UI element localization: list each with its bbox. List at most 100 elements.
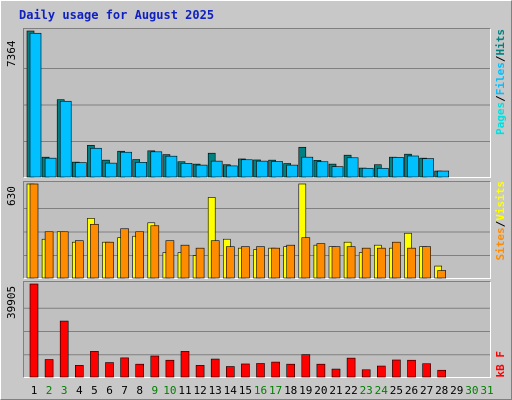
files-bar bbox=[59, 100, 72, 178]
kbytes-bar bbox=[316, 363, 326, 378]
sites-bar bbox=[44, 231, 54, 279]
chart-title: Daily usage for August 2025 bbox=[19, 8, 215, 22]
files-bar bbox=[331, 166, 344, 178]
files-bar bbox=[120, 151, 132, 178]
files-bar bbox=[256, 160, 268, 178]
day-label: 17 bbox=[269, 384, 282, 397]
day-label: 30 bbox=[465, 384, 478, 397]
kbytes-bar bbox=[120, 357, 129, 378]
kbytes-bar bbox=[165, 359, 175, 378]
day-label: 20 bbox=[314, 384, 327, 397]
kbytes-bar bbox=[29, 283, 39, 378]
day-label: 14 bbox=[224, 384, 238, 397]
day-label: 28 bbox=[435, 384, 448, 397]
kbytes-bar bbox=[59, 320, 69, 378]
kbytes-bar bbox=[361, 369, 371, 378]
files-bar bbox=[241, 159, 253, 178]
day-label: 29 bbox=[450, 384, 463, 397]
sites-bar bbox=[422, 246, 431, 279]
day-label: 18 bbox=[284, 384, 297, 397]
files-bar bbox=[90, 147, 102, 178]
sites-bar bbox=[150, 225, 160, 279]
day-label: 24 bbox=[375, 384, 389, 397]
files-bar bbox=[195, 164, 208, 178]
files-bar bbox=[271, 161, 283, 178]
files-bar bbox=[301, 156, 314, 178]
kbytes-bar bbox=[195, 365, 205, 378]
day-label: 26 bbox=[405, 384, 418, 397]
kbytes-bar bbox=[346, 357, 356, 378]
kbytes-bar bbox=[241, 363, 250, 378]
kbytes-bar bbox=[75, 365, 84, 378]
files-bar bbox=[286, 164, 299, 178]
day-label: 23 bbox=[360, 384, 373, 397]
kbytes-bar bbox=[392, 359, 401, 378]
files-bar bbox=[165, 155, 178, 178]
kbytes-bar bbox=[422, 363, 431, 378]
sites-bar bbox=[271, 247, 280, 279]
day-label: 13 bbox=[209, 384, 222, 397]
kbytes-bar bbox=[44, 359, 54, 378]
day-label: 31 bbox=[480, 384, 493, 397]
sites-bar bbox=[407, 247, 416, 279]
sites-bar bbox=[331, 246, 341, 279]
day-label: 16 bbox=[254, 384, 267, 397]
files-bar bbox=[180, 163, 193, 178]
day-label: 7 bbox=[121, 384, 128, 397]
day-label: 1 bbox=[31, 384, 38, 397]
sites-bar bbox=[376, 247, 386, 279]
kbytes-bar bbox=[150, 355, 160, 378]
sites-bar bbox=[361, 247, 371, 279]
files-bar bbox=[29, 32, 42, 178]
sites-bar bbox=[241, 246, 250, 279]
sites-bar bbox=[256, 246, 265, 279]
day-label: 19 bbox=[299, 384, 312, 397]
kbytes-bar bbox=[210, 358, 220, 378]
day-label: 15 bbox=[239, 384, 252, 397]
kbytes-bar bbox=[135, 363, 144, 378]
sites-bar bbox=[316, 243, 326, 279]
sites-bar bbox=[105, 241, 114, 279]
files-bar bbox=[422, 158, 434, 178]
kbytes-bar bbox=[226, 366, 235, 378]
files-bar bbox=[392, 157, 404, 178]
day-label: 21 bbox=[329, 384, 342, 397]
sites-bar bbox=[392, 241, 401, 279]
day-label: 6 bbox=[106, 384, 113, 397]
day-label: 11 bbox=[178, 384, 191, 397]
files-bar bbox=[407, 155, 419, 178]
kbytes-bar bbox=[105, 362, 114, 378]
sites-bar bbox=[226, 246, 235, 279]
day-label: 12 bbox=[193, 384, 206, 397]
files-bar bbox=[346, 157, 359, 178]
sites-bar bbox=[165, 240, 175, 279]
day-label: 27 bbox=[420, 384, 433, 397]
sites-bar bbox=[120, 228, 129, 279]
day-label: 2 bbox=[46, 384, 53, 397]
kbytes-bar bbox=[271, 361, 280, 378]
files-bar bbox=[150, 151, 163, 178]
kbytes-bar bbox=[407, 359, 416, 378]
day-label: 5 bbox=[91, 384, 98, 397]
kbytes-bar bbox=[331, 368, 341, 378]
day-label: 22 bbox=[344, 384, 357, 397]
sites-bar bbox=[180, 244, 190, 279]
kbytes-bar bbox=[437, 369, 447, 378]
kbytes-bar bbox=[286, 363, 296, 378]
files-bar bbox=[316, 161, 329, 178]
files-bar bbox=[44, 157, 57, 178]
files-bar bbox=[437, 170, 450, 178]
day-label: 10 bbox=[163, 384, 176, 397]
kbytes-bar bbox=[376, 365, 386, 378]
files-bar bbox=[135, 162, 147, 178]
sites-bar bbox=[195, 247, 205, 279]
files-bar bbox=[210, 160, 223, 178]
day-label: 4 bbox=[76, 384, 83, 397]
sites-bar bbox=[59, 231, 69, 279]
sites-bar bbox=[75, 240, 84, 279]
day-label: 8 bbox=[136, 384, 143, 397]
sites-bar bbox=[90, 223, 99, 279]
sites-bar bbox=[29, 183, 39, 279]
